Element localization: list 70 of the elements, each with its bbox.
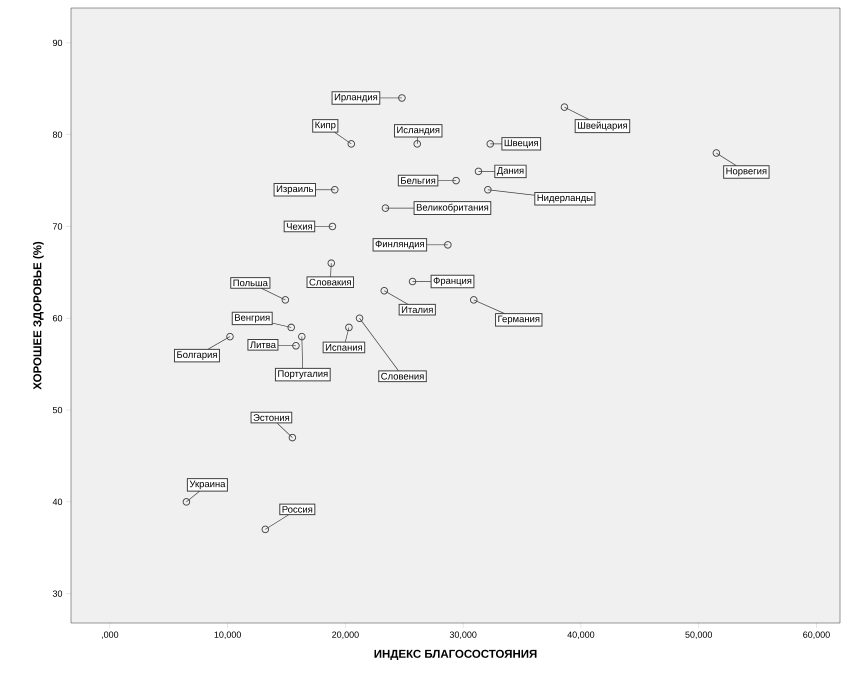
point — [356, 314, 364, 322]
annotation: Финляндия — [376, 240, 424, 250]
point — [182, 498, 190, 506]
annotation: Словакия — [310, 278, 351, 286]
point — [486, 140, 494, 148]
annotation: Великобритания — [416, 204, 488, 213]
annotation: Норвегия — [726, 168, 766, 176]
x-tick-label: 20,000 — [332, 632, 359, 639]
annotation: Словения — [381, 372, 424, 380]
annotation: Венгрия — [235, 314, 270, 323]
point — [470, 296, 478, 304]
annotation: Россия — [282, 506, 312, 513]
y-tick-label: 80 — [52, 131, 62, 138]
point — [444, 241, 452, 249]
x-tick-label: 50,000 — [685, 632, 712, 639]
annotation: Литва — [250, 341, 276, 348]
annotation: Испания — [326, 344, 362, 351]
annotation: Германия — [498, 316, 540, 324]
annotation: Ирландия — [334, 94, 378, 102]
point — [474, 168, 482, 176]
annotation: Швеция — [504, 140, 538, 148]
x-tick-label: 10,000 — [214, 632, 241, 639]
point — [408, 278, 416, 286]
annotation: Исландия — [397, 126, 440, 136]
annotation: Израиль — [276, 186, 314, 194]
x-tick-label: ,000 — [102, 632, 118, 639]
y-tick-label: 90 — [52, 40, 62, 46]
annotation: Швейцария — [578, 122, 628, 131]
point — [413, 140, 421, 148]
x-axis-title: ИНДЕКС БЛАГОСОСТОЯНИЯ — [374, 650, 536, 660]
x-tick-label: 30,000 — [450, 632, 477, 639]
point — [712, 149, 720, 157]
annotation: Италия — [402, 306, 433, 314]
point — [262, 526, 270, 534]
annotation: Кипр — [315, 122, 336, 130]
annotation: Франция — [434, 277, 472, 286]
annotation: Чехия — [286, 223, 312, 230]
point — [292, 342, 300, 350]
y-tick-label: 40 — [52, 498, 62, 506]
point — [398, 94, 406, 102]
annotation: Португалия — [278, 370, 328, 379]
x-tick-label: 60,000 — [803, 632, 830, 639]
point — [226, 332, 234, 340]
y-tick-label: 30 — [52, 590, 62, 597]
y-axis-title: ХОРОШЕЕ ЗДОРОВЬЕ (%) — [32, 242, 44, 390]
point — [282, 296, 290, 304]
x-tick-label: 40,000 — [567, 632, 594, 639]
y-tick-label: 60 — [52, 315, 62, 322]
annotation: Польша — [234, 280, 268, 286]
point — [452, 176, 460, 184]
point — [382, 204, 390, 212]
annotation: Бельгия — [401, 177, 436, 184]
point — [328, 222, 336, 230]
point — [328, 259, 336, 267]
point — [560, 103, 568, 111]
annotation: Эстония — [254, 414, 290, 421]
annotation: Дания — [496, 167, 524, 176]
point — [345, 324, 353, 332]
point — [298, 332, 306, 340]
point — [331, 186, 339, 194]
point — [348, 140, 356, 148]
y-tick-label: 50 — [52, 406, 62, 414]
annotation: Украина — [190, 480, 226, 490]
annotation: Болгария — [177, 351, 217, 360]
point — [288, 434, 296, 442]
point — [380, 286, 388, 294]
annotation: Нидерланды — [538, 194, 592, 203]
point — [287, 324, 295, 332]
y-tick-label: 70 — [52, 223, 62, 230]
point — [484, 186, 492, 194]
